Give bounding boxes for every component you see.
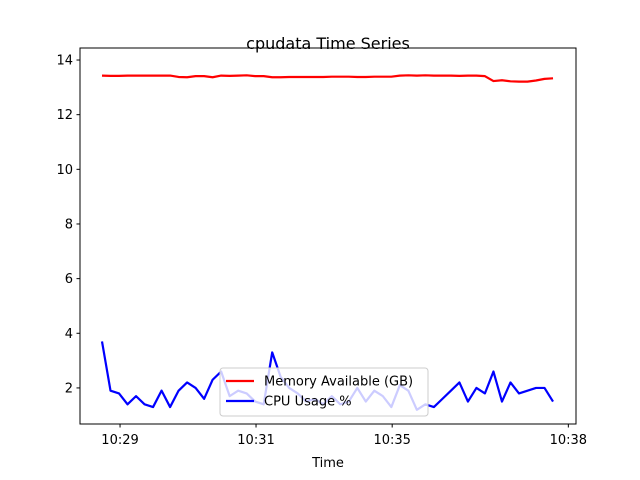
legend-box (219, 367, 429, 417)
y-tick-label: 8 (65, 217, 73, 232)
y-tick-label: 12 (56, 108, 73, 123)
chart-title: cpudata Time Series (246, 34, 410, 53)
data-line (101, 74, 554, 83)
x-tick-label: 10:31 (237, 433, 274, 448)
axes-frame (79, 47, 577, 425)
y-tick-label: 14 (56, 54, 73, 69)
legend-label: Memory Available (GB) (264, 375, 413, 390)
x-tick-label: 10:35 (373, 433, 410, 448)
legend-label: CPU Usage % (264, 395, 352, 410)
y-tick-label: 10 (56, 163, 73, 178)
x-tick-label: 10:29 (101, 433, 138, 448)
y-tick-label: 4 (65, 327, 73, 342)
y-tick-label: 2 (65, 381, 73, 396)
x-tick-label: 10:38 (550, 433, 587, 448)
legend: Memory Available (GB) CPU Usage % (219, 367, 429, 417)
x-axis-label: Time (311, 456, 344, 471)
y-tick-label: 6 (65, 272, 73, 287)
